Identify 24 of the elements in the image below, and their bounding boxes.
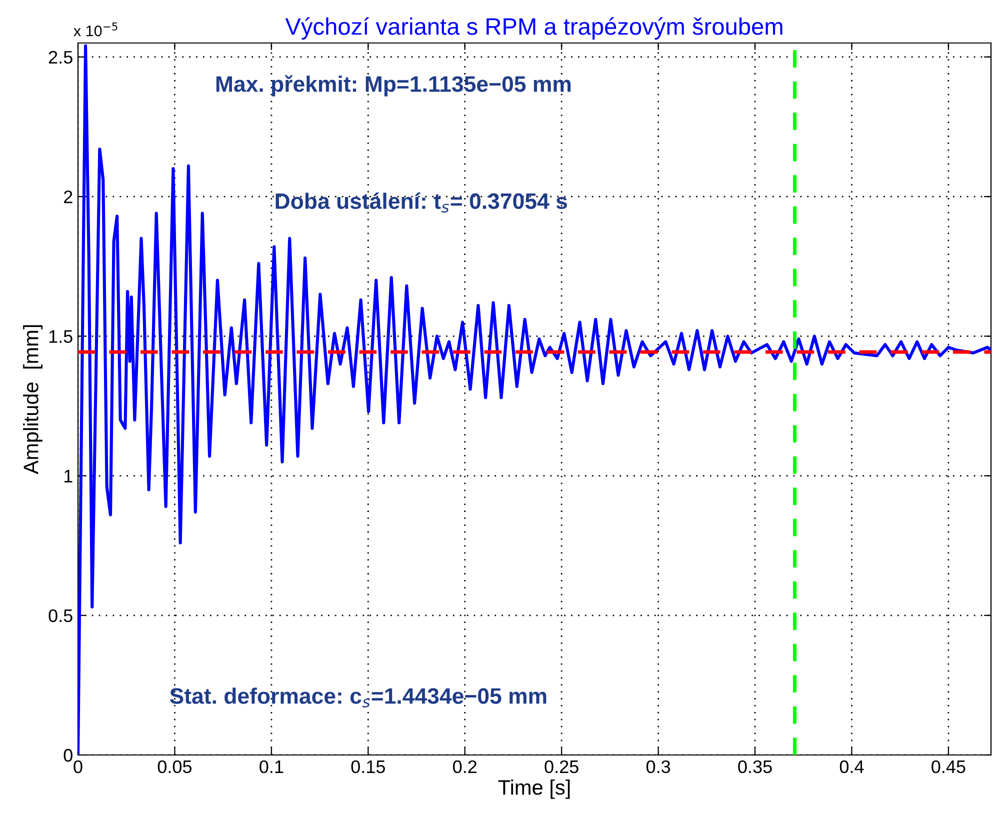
- x-tick-label: 0.35: [738, 760, 772, 774]
- x-tick-label: 0.4: [840, 760, 864, 774]
- x-tick-label: 0.05: [158, 760, 192, 774]
- x-tick-label: 0.2: [453, 760, 477, 774]
- x-tick-label: 0.45: [932, 760, 966, 774]
- y-tick-label: 0: [64, 748, 72, 762]
- annotation: Stat. deformace: c$_{s}$=1.4434e−05 mm: [170, 688, 546, 708]
- x-tick-label: 0.25: [544, 760, 578, 774]
- y-tick-label: 2: [64, 190, 72, 204]
- y-axis-title: Amplitude [mm]: [23, 325, 42, 474]
- line-series: [78, 44, 991, 755]
- y-tick-label: 1.5: [49, 330, 72, 343]
- annotation: Doba ustálení: t$_{s}$= 0.37054 s: [276, 192, 567, 213]
- y-tick-label: 2.5: [48, 50, 72, 64]
- x-tick-label: 0.3: [646, 760, 670, 774]
- text: x 10$^{−5}$: [74, 22, 118, 36]
- y-tick-label: 1: [64, 470, 72, 482]
- x-tick-label: 0: [74, 760, 82, 774]
- x-tick-label: 0.15: [351, 760, 385, 774]
- y-tick-label: 0.5: [48, 609, 72, 622]
- chart-title: Výchozí varianta s RPM a trapézovým šroubem: [285, 17, 782, 40]
- x-tick-label: 0.1: [260, 760, 284, 774]
- x-axis-title: Time [s]: [498, 779, 570, 799]
- annotation: Max. překmit: Mp=1.1135e−05 mm: [216, 75, 571, 96]
